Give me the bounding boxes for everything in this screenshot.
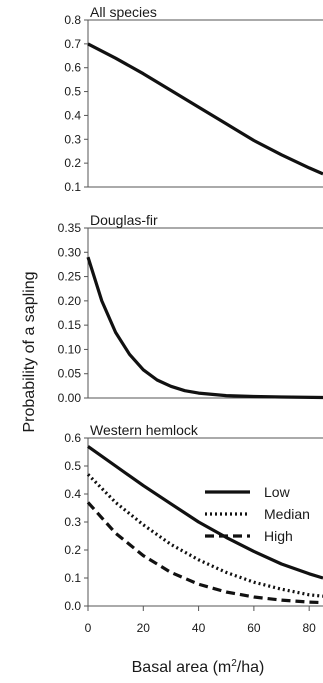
y-tick-label: 0.20 (58, 294, 82, 308)
x-tick-label: 80 (302, 621, 316, 635)
series-line-0 (87, 42, 323, 176)
y-tick-label: 0.05 (58, 367, 82, 381)
x-tick-label: 0 (85, 621, 92, 635)
x-axis-label-tail: /ha) (237, 659, 265, 676)
y-tick-label: 0.7 (64, 37, 81, 51)
panel-title: Douglas-fir (90, 212, 158, 228)
legend-label-median: Median (264, 506, 310, 522)
y-tick-label: 0.6 (64, 431, 81, 445)
x-axis-label: Basal area (m2/ha) (132, 658, 265, 676)
panel-title: Western hemlock (90, 422, 199, 438)
y-tick-label: 0.00 (58, 391, 82, 405)
x-tick-label: 40 (192, 621, 206, 635)
series-line-0 (86, 256, 323, 400)
legend-label-low: Low (264, 484, 291, 500)
x-axis-label-sup: 2 (231, 658, 237, 669)
x-axis-label-main: Basal area (m (132, 659, 232, 676)
y-tick-label: 0.15 (58, 318, 82, 332)
panel-1: 0.00 0.05 0.10 0.15 0.20 0.25 0.30 0.35 Douglas-… (58, 212, 323, 405)
y-tick-label: 0.2 (64, 543, 81, 557)
y-tick-label: 0.0 (64, 599, 81, 613)
y-tick-label: 0.5 (64, 459, 81, 473)
y-tick-label: 0.3 (64, 132, 81, 146)
panel-2: 0.0 0.1 0.2 0.3 0.4 0.5 0.6 0 20 40 60 80 Western he… (64, 422, 323, 635)
y-tick-label: 0.4 (64, 108, 81, 122)
x-tick-label: 60 (247, 621, 261, 635)
y-tick-label: 0.6 (64, 61, 81, 75)
series-line-high (86, 501, 323, 605)
y-tick-label: 0.3 (64, 515, 81, 529)
y-tick-label: 0.8 (64, 13, 81, 27)
series-line-low (87, 445, 323, 580)
y-tick-label: 0.30 (58, 245, 82, 259)
legend-label-high: High (264, 528, 293, 544)
y-tick-label: 0.1 (64, 571, 81, 585)
y-tick-label: 0.5 (64, 85, 81, 99)
y-axis-label: Probability of a sapling (21, 272, 38, 433)
y-tick-label: 0.4 (64, 487, 81, 501)
y-tick-label: 0.10 (58, 342, 82, 356)
panel-0: 0.1 0.2 0.3 0.4 0.5 0.6 0.7 0.8 All species (64, 4, 323, 194)
y-tick-label: 0.35 (58, 221, 82, 235)
y-tick-label: 0.1 (64, 180, 81, 194)
panel-title: All species (90, 4, 157, 20)
panels: 0.10.20.30.40.50.60.70.8 All species0.000… (58, 4, 323, 635)
x-tick-label: 20 (137, 621, 151, 635)
y-tick-label: 0.25 (58, 270, 82, 284)
series-line-median (86, 473, 323, 598)
y-tick-label: 0.2 (64, 156, 81, 170)
